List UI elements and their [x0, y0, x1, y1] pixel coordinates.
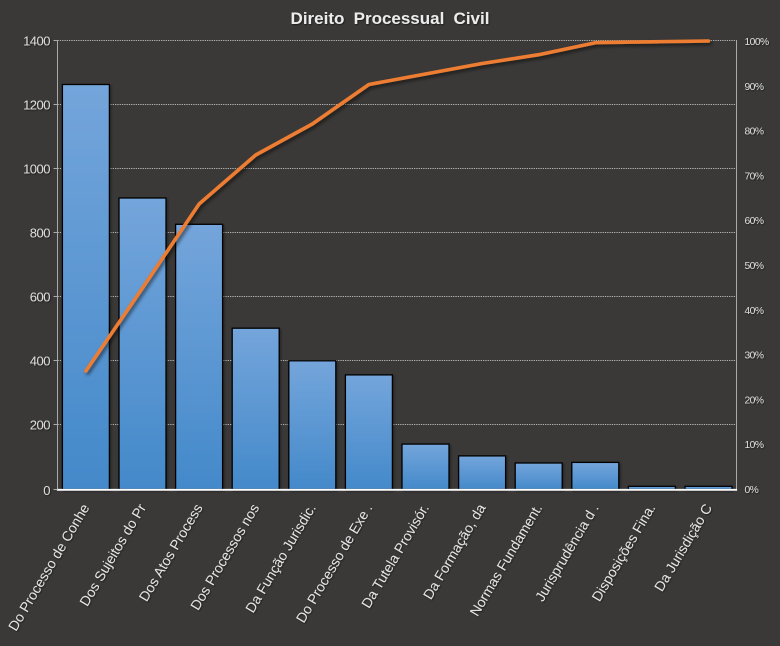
- svg-text:400: 400: [30, 354, 50, 369]
- svg-text:0%: 0%: [745, 485, 759, 496]
- svg-text:40%: 40%: [745, 306, 764, 317]
- svg-text:1200: 1200: [23, 98, 50, 113]
- svg-text:90%: 90%: [745, 82, 764, 93]
- svg-text:Direito Processual Civil: Direito Processual Civil: [291, 9, 490, 28]
- svg-text:70%: 70%: [745, 171, 764, 182]
- svg-text:10%: 10%: [745, 440, 764, 451]
- svg-text:20%: 20%: [745, 395, 764, 406]
- svg-text:200: 200: [30, 418, 50, 433]
- svg-text:Do Processo de Conhe: Do Processo de Conhe: [5, 501, 93, 634]
- svg-text:600: 600: [30, 290, 50, 305]
- svg-text:Dos Atos Process: Dos Atos Process: [136, 501, 206, 604]
- svg-text:0: 0: [43, 483, 50, 498]
- svg-text:1000: 1000: [23, 162, 50, 177]
- svg-text:50%: 50%: [745, 261, 764, 272]
- svg-text:80%: 80%: [745, 127, 764, 138]
- svg-text:Da Formação, da: Da Formação, da: [420, 501, 489, 602]
- svg-text:30%: 30%: [745, 351, 764, 362]
- svg-text:800: 800: [30, 226, 50, 241]
- svg-text:60%: 60%: [745, 216, 764, 227]
- svg-text:Da Jurisdição C: Da Jurisdição C: [651, 501, 715, 594]
- svg-text:Jurisprudência d .: Jurisprudência d .: [532, 501, 602, 604]
- svg-text:1400: 1400: [23, 34, 50, 49]
- svg-text:100%: 100%: [745, 37, 770, 48]
- svg-text:Disposições Fina.: Disposições Fina.: [588, 501, 658, 604]
